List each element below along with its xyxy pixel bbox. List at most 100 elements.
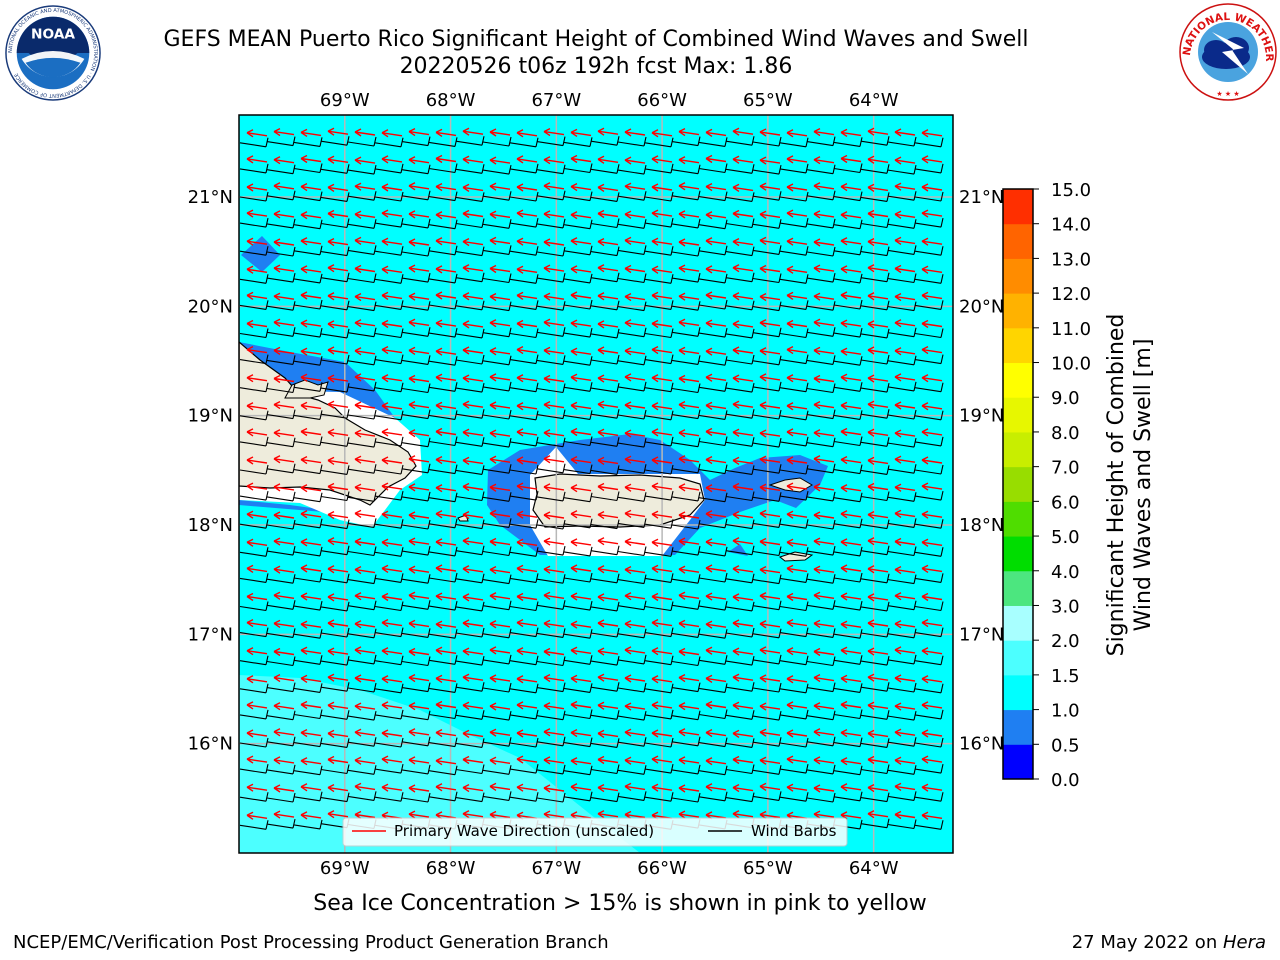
wave-direction-arrow xyxy=(921,428,943,437)
legend-wind-barbs: Wind Barbs xyxy=(751,822,837,840)
footer-date-text: 27 May 2022 on xyxy=(1071,932,1223,953)
wind-barb xyxy=(320,272,350,283)
wave-direction-arrow xyxy=(678,483,700,492)
wind-barb xyxy=(806,463,836,474)
wave-direction-arrow xyxy=(867,292,889,301)
wind-barb xyxy=(482,654,512,665)
wind-barb xyxy=(320,192,350,202)
wind-barb xyxy=(239,547,269,557)
wave-direction-arrow xyxy=(327,673,349,682)
wave-direction-arrow xyxy=(921,701,943,710)
wind-barb xyxy=(401,519,431,530)
wave-direction-arrow xyxy=(678,210,700,219)
wind-barb xyxy=(293,683,323,693)
wave-direction-arrow xyxy=(651,237,673,246)
wind-barb xyxy=(671,136,701,147)
wave-direction-arrow xyxy=(300,757,322,766)
wave-direction-arrow xyxy=(381,402,403,411)
wave-direction-arrow xyxy=(732,237,754,247)
wind-barb xyxy=(401,710,431,721)
wind-barb xyxy=(266,164,296,175)
wind-barb xyxy=(779,300,809,310)
wind-barb xyxy=(860,710,890,720)
wave-direction-arrow xyxy=(354,182,376,191)
wave-direction-arrow xyxy=(867,593,889,602)
wind-barb xyxy=(482,437,512,448)
wave-direction-arrow xyxy=(516,592,538,602)
wind-barb xyxy=(617,245,647,255)
colorbar-segment xyxy=(1003,466,1033,502)
wave-direction-arrow xyxy=(894,182,916,191)
wind-barb xyxy=(644,163,674,174)
wave-direction-arrow xyxy=(408,728,430,737)
wind-barb xyxy=(833,382,863,392)
wind-barb xyxy=(806,164,836,175)
wind-barb xyxy=(293,137,323,147)
wind-barb xyxy=(347,437,377,448)
wave-direction-arrow xyxy=(327,264,349,273)
wind-barb xyxy=(806,764,836,775)
wind-barb xyxy=(455,627,485,638)
wind-barb xyxy=(887,819,917,830)
wave-direction-arrow xyxy=(813,346,835,355)
wave-direction-arrow xyxy=(246,510,268,519)
wave-direction-arrow xyxy=(246,319,268,329)
wave-direction-arrow xyxy=(354,319,376,328)
wave-direction-arrow xyxy=(273,619,295,628)
wave-direction-arrow xyxy=(354,156,376,165)
wave-direction-arrow xyxy=(705,373,727,382)
wave-direction-arrow xyxy=(651,402,673,411)
wave-direction-arrow xyxy=(300,154,322,164)
wave-direction-arrow xyxy=(246,345,268,355)
wave-direction-arrow xyxy=(813,238,835,247)
wave-direction-arrow xyxy=(678,400,700,410)
wind-barb xyxy=(455,764,485,775)
wind-barb xyxy=(644,519,674,529)
wave-direction-arrow xyxy=(354,128,376,137)
wind-barb xyxy=(617,464,647,474)
wave-direction-arrow xyxy=(813,400,835,410)
wave-direction-arrow xyxy=(300,401,322,410)
wind-barb xyxy=(509,709,539,720)
wind-barb xyxy=(698,356,728,366)
wave-direction-arrow xyxy=(354,236,376,245)
wave-direction-arrow xyxy=(489,756,511,765)
wave-direction-arrow xyxy=(408,565,430,574)
wave-direction-arrow xyxy=(327,783,349,793)
wave-direction-arrow xyxy=(489,537,511,547)
wave-direction-arrow xyxy=(246,538,268,547)
wind-barb xyxy=(239,410,269,421)
wave-direction-arrow xyxy=(570,291,592,300)
wind-barb xyxy=(779,274,809,284)
wind-barb xyxy=(482,737,512,747)
wave-direction-arrow xyxy=(273,400,295,410)
wave-direction-arrow xyxy=(651,456,673,465)
wave-direction-arrow xyxy=(354,292,376,302)
wave-direction-arrow xyxy=(651,538,673,547)
wind-barb xyxy=(698,709,728,720)
wave-direction-arrow xyxy=(921,155,943,164)
wind-barb xyxy=(914,763,944,774)
wind-barb xyxy=(752,682,782,693)
wave-direction-arrow xyxy=(651,592,673,602)
lon-tick-label-bottom: 66°W xyxy=(637,858,687,879)
wind-barb xyxy=(428,655,458,665)
wave-direction-arrow xyxy=(516,237,538,246)
wind-barb xyxy=(644,655,674,666)
wave-direction-arrow xyxy=(867,701,889,710)
wave-direction-arrow xyxy=(894,756,916,765)
colorbar-tick-label: 12.0 xyxy=(1051,284,1091,305)
wind-barb xyxy=(779,655,809,666)
wind-barb xyxy=(644,246,674,256)
wind-barb xyxy=(266,272,296,283)
wind-barb xyxy=(536,437,566,448)
wind-barb xyxy=(698,492,728,503)
wave-direction-arrow xyxy=(273,374,295,384)
wave-direction-arrow xyxy=(381,129,403,138)
wave-direction-arrow xyxy=(678,591,700,600)
wave-direction-arrow xyxy=(462,374,484,383)
wind-barb xyxy=(509,655,539,666)
wind-barb xyxy=(698,791,728,802)
wave-direction-arrow xyxy=(381,482,403,491)
